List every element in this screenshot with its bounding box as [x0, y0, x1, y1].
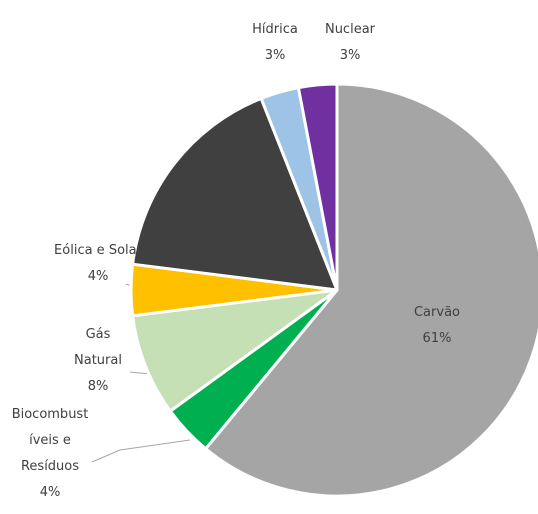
value-label: 8%: [87, 379, 109, 394]
value-label: 3%: [339, 48, 361, 63]
pie-slice: [296, 82, 339, 292]
slice-label: Gás Natural 8%: [70, 322, 126, 400]
category-label: Hídrica: [252, 22, 298, 37]
category-label: Biocombustíveis e Resíduos: [11, 407, 89, 474]
value-label: 3%: [264, 48, 286, 63]
category-label: Eólica e Solar: [54, 243, 142, 258]
slice-label: Biocombustíveis e Resíduos 4%: [10, 402, 90, 506]
leader-line: [91, 439, 191, 463]
pie-slice: [131, 288, 339, 413]
slice-label: Eólica e Solar 4%: [53, 238, 143, 290]
slice-label: Nuclear 3%: [315, 17, 385, 69]
value-label: 4%: [39, 485, 61, 500]
leader-line: [129, 371, 151, 375]
value-label: 4%: [87, 269, 109, 284]
value-label: 61%: [422, 331, 452, 346]
category-label: Carvão: [413, 305, 460, 320]
category-label: Gás Natural: [74, 327, 122, 368]
slice-label: Hídrica 3%: [245, 17, 305, 69]
slice-label: Carvão 61%: [392, 300, 482, 352]
category-label: Nuclear: [324, 22, 376, 37]
pie-slice: [204, 82, 538, 498]
pie-slice: [131, 96, 339, 292]
